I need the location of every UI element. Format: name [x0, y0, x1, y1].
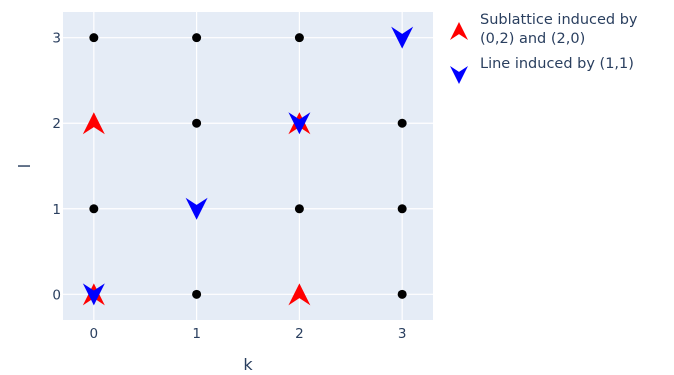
- y-tick-label: 3: [52, 31, 61, 47]
- x-axis-title: k: [243, 355, 253, 374]
- legend-label: Line induced by (1,1): [480, 56, 634, 72]
- legend-item-1[interactable]: Line induced by (1,1): [450, 56, 634, 84]
- grid-point: [192, 33, 202, 43]
- series-1-marker: [288, 112, 311, 135]
- series-1-marker: [391, 26, 414, 49]
- series-0-marker: [288, 283, 311, 306]
- grid-point: [89, 33, 99, 43]
- y-axis-title: l: [15, 164, 34, 168]
- grid-point: [192, 289, 202, 299]
- legend-marker: [450, 66, 468, 84]
- grid-point: [294, 204, 304, 214]
- legend: Sublattice induced by (0,2) and (2,0) Line…: [450, 12, 638, 84]
- series-1-marker: [82, 283, 105, 306]
- grid-points: [89, 33, 407, 299]
- y-tick-label: 2: [52, 116, 61, 132]
- x-tick-label: 1: [192, 326, 201, 342]
- grid-point: [192, 118, 202, 128]
- y-tick-label: 0: [52, 287, 61, 303]
- grid-lines: [63, 12, 433, 320]
- legend-label: Sublattice induced by (0,2) and (2,0): [480, 12, 638, 47]
- series-markers: [82, 26, 414, 306]
- grid-point: [397, 289, 407, 299]
- y-tick-labels: 0 1 2 3: [52, 31, 61, 304]
- x-tick-labels: 0 1 2 3: [90, 326, 407, 342]
- x-tick-label: 0: [90, 326, 99, 342]
- legend-item-0[interactable]: Sublattice induced by (0,2) and (2,0): [450, 12, 638, 47]
- grid-point: [397, 204, 407, 214]
- grid-point: [89, 204, 99, 214]
- x-tick-label: 3: [398, 326, 407, 342]
- x-tick-label: 2: [295, 326, 304, 342]
- plot-background: [63, 12, 433, 320]
- grid-point: [397, 118, 407, 128]
- series-1-marker: [185, 197, 208, 220]
- y-tick-label: 1: [52, 202, 61, 218]
- series-0-marker: [82, 112, 105, 135]
- legend-marker: [450, 22, 468, 40]
- grid-point: [294, 33, 304, 43]
